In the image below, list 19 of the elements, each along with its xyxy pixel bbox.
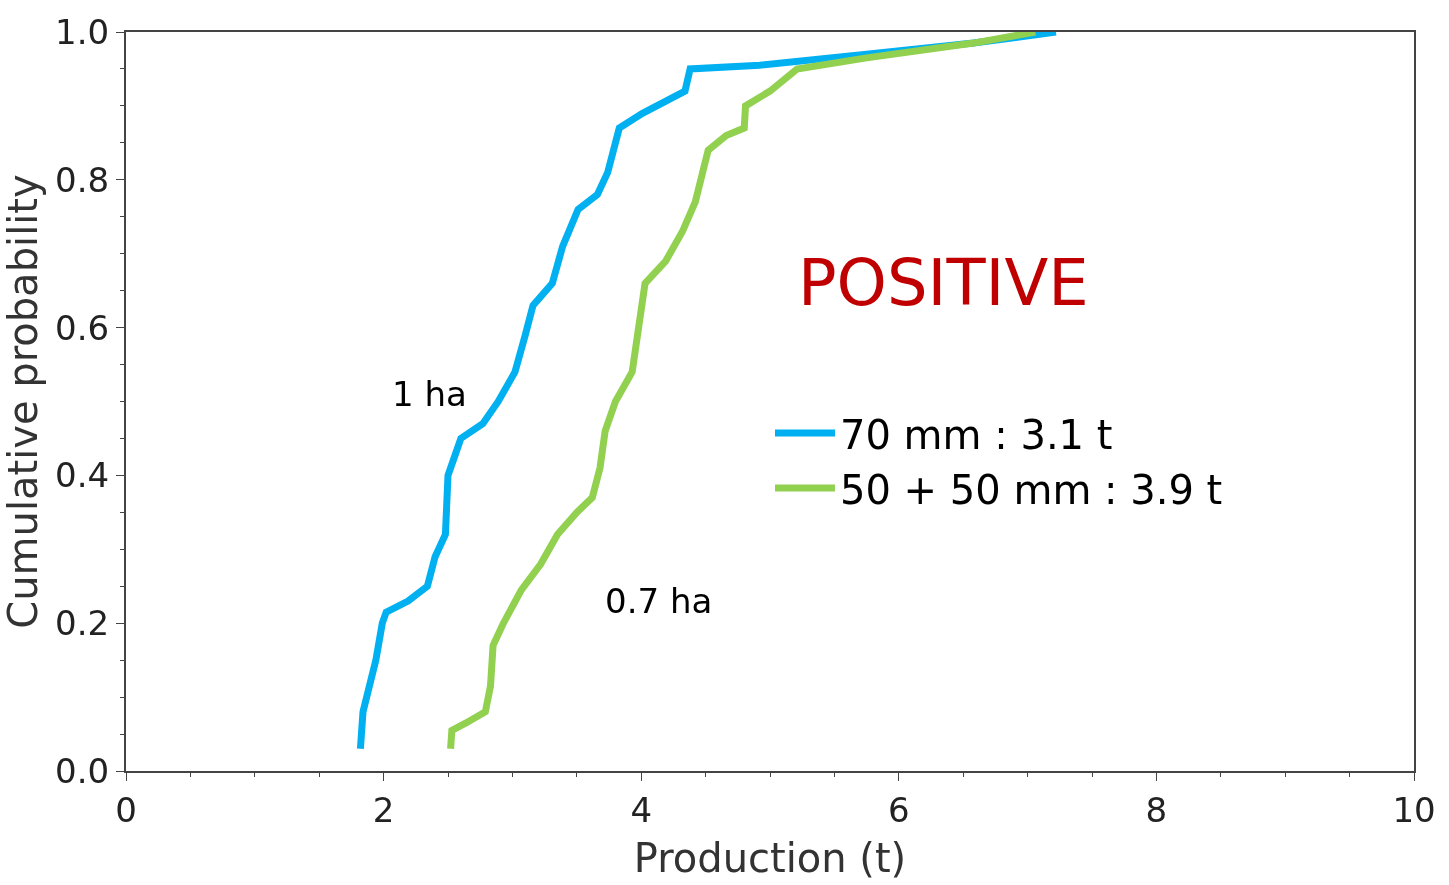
annotation: POSITIVE (798, 246, 1089, 320)
legend-label: 50 + 50 mm : 3.9 t (840, 466, 1223, 513)
y-tick-label: 0.4 (55, 455, 110, 496)
x-tick-label: 0 (115, 789, 137, 830)
annotation: 1 ha (392, 374, 467, 414)
x-tick-label: 4 (630, 789, 653, 830)
y-tick-label: 1.0 (55, 11, 110, 52)
x-tick-label: 6 (887, 789, 910, 830)
y-tick-label: 0.8 (55, 159, 110, 200)
y-tick-label: 0.0 (55, 750, 110, 791)
x-axis-title: Production (t) (633, 834, 907, 881)
x-tick-label: 10 (1392, 789, 1436, 830)
x-tick-label: 8 (1145, 789, 1168, 830)
legend-label: 70 mm : 3.1 t (840, 411, 1113, 458)
y-tick-label: 0.6 (55, 307, 110, 348)
y-tick-label: 0.2 (55, 603, 110, 644)
annotation: 0.7 ha (605, 581, 713, 621)
y-axis-title: Cumulative probability (0, 174, 46, 629)
x-tick-label: 2 (372, 789, 395, 830)
